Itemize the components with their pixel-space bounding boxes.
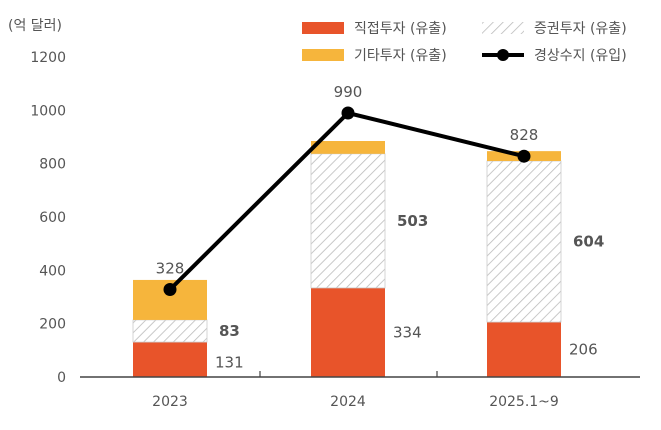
legend-label: 직접투자 (유출)	[354, 21, 447, 37]
bar-data-label: 334	[393, 323, 422, 341]
y-tick-label: 600	[39, 210, 66, 226]
x-tick-label: 2023	[152, 394, 188, 410]
y-tick-label: 200	[39, 317, 66, 333]
x-axis: 2023 2024 2025.1~9	[80, 371, 640, 410]
y-tick-label: 1000	[30, 103, 66, 119]
bar-segment-1	[132, 319, 208, 343]
unit-label: (억 달러)	[8, 18, 62, 34]
legend-item: 직접투자 (유출)	[302, 21, 447, 37]
legend-swatch	[482, 22, 524, 34]
bar-data-label: 131	[215, 354, 244, 372]
bar-segment-1	[310, 153, 386, 289]
line-data-label: 990	[334, 83, 363, 101]
legend-label: 경상수지 (유입)	[534, 48, 627, 64]
bar-data-label: 83	[219, 322, 240, 340]
bar-segment-2	[311, 141, 385, 154]
legend-item: 증권투자 (유출)	[482, 21, 627, 37]
y-tick-label: 800	[39, 157, 66, 173]
legend-label: 기타투자 (유출)	[354, 48, 447, 64]
line-data-label: 328	[156, 260, 185, 278]
bar-segment-1	[486, 160, 562, 323]
legend-item: 경상수지 (유입)	[482, 48, 627, 64]
line-series: 328 990 828	[156, 83, 539, 297]
legend-marker	[497, 49, 509, 61]
bar-segment-0	[133, 342, 207, 377]
bar-data-label: 604	[573, 233, 604, 251]
x-tick-label: 2025.1~9	[489, 394, 559, 410]
bar-data-label: 206	[569, 341, 598, 359]
y-tick-label: 400	[39, 263, 66, 279]
bar-segment-0	[487, 322, 561, 377]
bar-segment-0	[311, 287, 385, 377]
line-point	[341, 106, 355, 120]
x-tick-label: 2024	[330, 394, 366, 410]
legend-label: 증권투자 (유출)	[534, 21, 627, 37]
line-point	[163, 283, 177, 297]
y-axis: 0 200 400 600 800 1000 1200	[30, 50, 66, 386]
bar-data-label: 503	[397, 212, 428, 230]
legend-swatch	[302, 22, 344, 34]
legend-swatch	[302, 49, 344, 61]
bars: 131 83 334 503 206 604	[132, 141, 604, 377]
y-tick-label: 1200	[30, 50, 66, 66]
legend-item: 기타투자 (유출)	[302, 48, 447, 64]
line-data-label: 828	[510, 126, 539, 144]
y-tick-label: 0	[57, 370, 66, 386]
line-point	[517, 149, 531, 163]
legend: 직접투자 (유출) 증권투자 (유출) 기타투자 (유출) 경상수지 (유입)	[302, 21, 627, 64]
